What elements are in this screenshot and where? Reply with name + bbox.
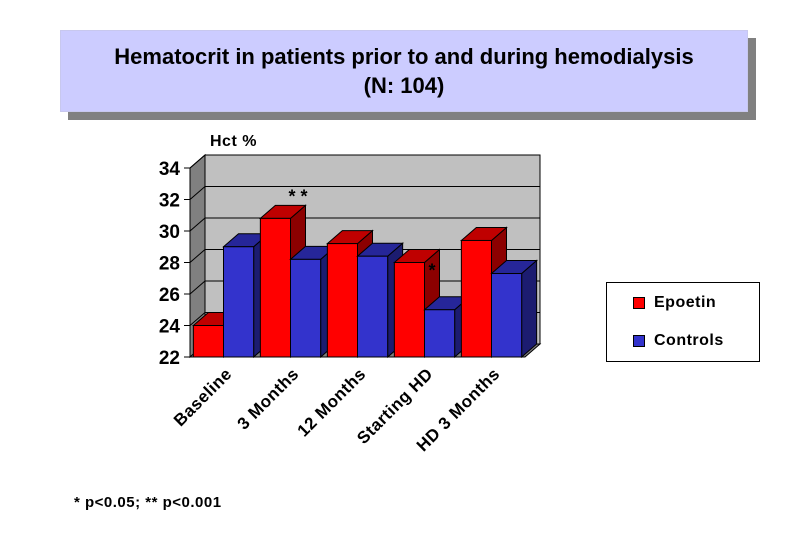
y-tick-label: 24 [159, 317, 181, 338]
legend-swatch-epoetin [633, 297, 645, 309]
footnote: * p<0.05; ** p<0.001 [74, 494, 222, 511]
y-tick-label: 28 [159, 254, 180, 275]
gridline-side [189, 154, 206, 169]
legend-item-controls: Controls [633, 332, 724, 350]
x-tick-label-baseline: Baseline [170, 364, 236, 430]
legend-label-controls: Controls [654, 332, 724, 349]
significance-annotation: * * [288, 186, 307, 206]
y-axis-title: Hct % [210, 133, 257, 150]
gridline-side [189, 312, 206, 326]
y-tick-label: 34 [159, 159, 181, 180]
bar-front [491, 273, 523, 358]
bar-front [259, 217, 292, 358]
x-tick-label-3-months: 3 Months [234, 364, 303, 433]
bar-side [521, 259, 538, 359]
bar-starting-hd-controls [423, 295, 471, 359]
y-tick-label: 22 [159, 348, 180, 369]
legend-swatch-controls [633, 335, 645, 347]
bar-front [424, 309, 456, 358]
y-tick-label: 26 [159, 285, 180, 306]
significance-annotation: * [428, 261, 435, 281]
bar-front [357, 255, 389, 358]
bar-hd-3-months-controls [490, 259, 538, 359]
legend-item-epoetin: Epoetin [633, 294, 716, 312]
gridline-side [189, 249, 206, 263]
bar-front [393, 262, 426, 358]
title-box: Hematocrit in patients prior to and duri… [60, 30, 748, 112]
y-tick-label: 32 [159, 191, 180, 212]
legend: Epoetin Controls [606, 282, 760, 362]
gridline-side [189, 217, 206, 232]
bar-front [460, 239, 493, 358]
bar-front [326, 243, 359, 358]
bar-front [192, 325, 225, 358]
y-tick-label: 30 [159, 222, 180, 243]
bar-front [223, 246, 255, 358]
gridline-side [189, 186, 206, 200]
chart-title: Hematocrit in patients prior to and duri… [114, 44, 694, 98]
gridline-side [189, 280, 206, 295]
legend-label-epoetin: Epoetin [654, 294, 717, 311]
bar-front [290, 258, 322, 358]
